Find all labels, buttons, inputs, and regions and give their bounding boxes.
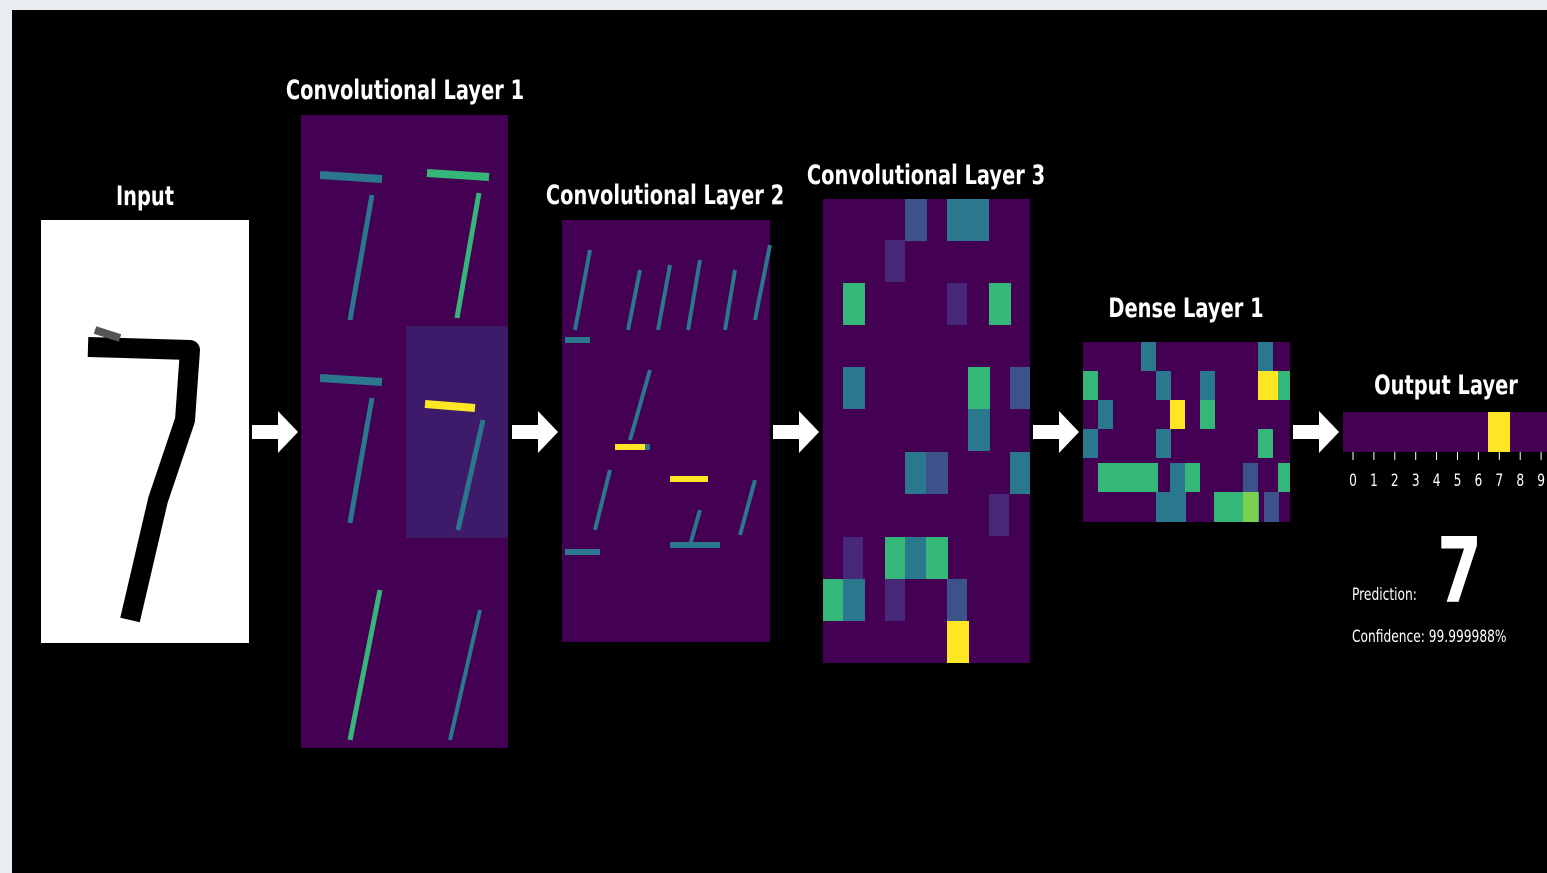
activation-stroke <box>320 378 382 382</box>
activation-cell <box>1156 492 1186 522</box>
activation-cell <box>989 494 1009 536</box>
activation-cell <box>905 199 927 241</box>
activation-cell <box>1170 400 1185 429</box>
tick-label: 9 <box>1537 471 1545 491</box>
activation-cell <box>843 579 865 621</box>
tick-label: 1 <box>1370 471 1378 491</box>
activation-cell <box>1156 371 1171 400</box>
activation-cell <box>989 283 1011 325</box>
tick-label: 4 <box>1433 471 1441 491</box>
activation-cell <box>843 537 863 579</box>
activation-cell <box>1243 492 1258 522</box>
activation-cell <box>947 621 969 663</box>
panel-title: Convolutional Layer 1 <box>286 74 524 106</box>
activation-cell <box>1200 400 1215 429</box>
activation-cell <box>1156 429 1171 458</box>
activation-cell <box>1243 463 1258 492</box>
activation-cell <box>843 283 865 325</box>
panel-title: Dense Layer 1 <box>1108 292 1263 324</box>
activation-cell <box>1112 492 1142 522</box>
activation-cell <box>1083 429 1098 458</box>
tick-label: 5 <box>1454 471 1462 491</box>
activation-cell <box>905 452 927 494</box>
activation-cell <box>885 240 905 282</box>
activation-cell <box>1200 371 1215 400</box>
activation-cell <box>947 283 967 325</box>
output-bar <box>1343 412 1547 452</box>
activation-cell <box>968 367 990 409</box>
prediction-value: 7 <box>1437 519 1482 623</box>
activation-stroke <box>320 175 382 179</box>
output-activation <box>1488 412 1510 452</box>
activation-cell <box>947 579 967 621</box>
activation-stroke <box>427 173 489 177</box>
confidence: Confidence: 99.999988% <box>1352 627 1506 647</box>
activation-cell <box>1098 400 1113 429</box>
activation-cell <box>1264 492 1279 522</box>
panel-title: Convolutional Layer 2 <box>546 179 784 211</box>
activation-cell <box>1170 463 1185 492</box>
panel-title: Convolutional Layer 3 <box>807 159 1045 191</box>
activation-cell <box>1258 342 1273 371</box>
panel-title: Output Layer <box>1374 369 1518 401</box>
activation-cell <box>1278 463 1290 492</box>
activation-cell <box>1278 371 1290 400</box>
activation-cell <box>968 409 990 451</box>
page: Input Convolutional Layer 1 Convolutiona… <box>0 0 1547 873</box>
activation-cell <box>885 579 905 621</box>
activation-cell <box>1141 342 1156 371</box>
panel-title: Input <box>116 180 174 212</box>
activation-cell <box>1258 371 1278 400</box>
activation-cell <box>926 537 948 579</box>
activation-cell <box>947 199 989 241</box>
activation-cell <box>905 537 927 579</box>
tick-label: 0 <box>1349 471 1357 491</box>
tick-label: 6 <box>1475 471 1483 491</box>
activation-stroke <box>425 404 475 408</box>
tick-label: 2 <box>1391 471 1399 491</box>
feature-map-tile <box>406 326 508 538</box>
activation-cell <box>1010 367 1030 409</box>
activation-cell <box>843 367 865 409</box>
activation-cell <box>885 537 907 579</box>
activation-cell <box>1185 463 1200 492</box>
activation-cell <box>1083 371 1098 400</box>
activation-cell <box>1098 463 1158 492</box>
activation-cell <box>1258 429 1273 458</box>
visualization: Input Convolutional Layer 1 Convolutiona… <box>0 0 1547 873</box>
prediction-label: Prediction: <box>1352 585 1417 605</box>
tick-label: 8 <box>1516 471 1524 491</box>
activation-cell <box>1010 452 1030 494</box>
tick-label: 7 <box>1495 471 1503 491</box>
activation-cell <box>926 452 948 494</box>
tick-label: 3 <box>1412 471 1420 491</box>
